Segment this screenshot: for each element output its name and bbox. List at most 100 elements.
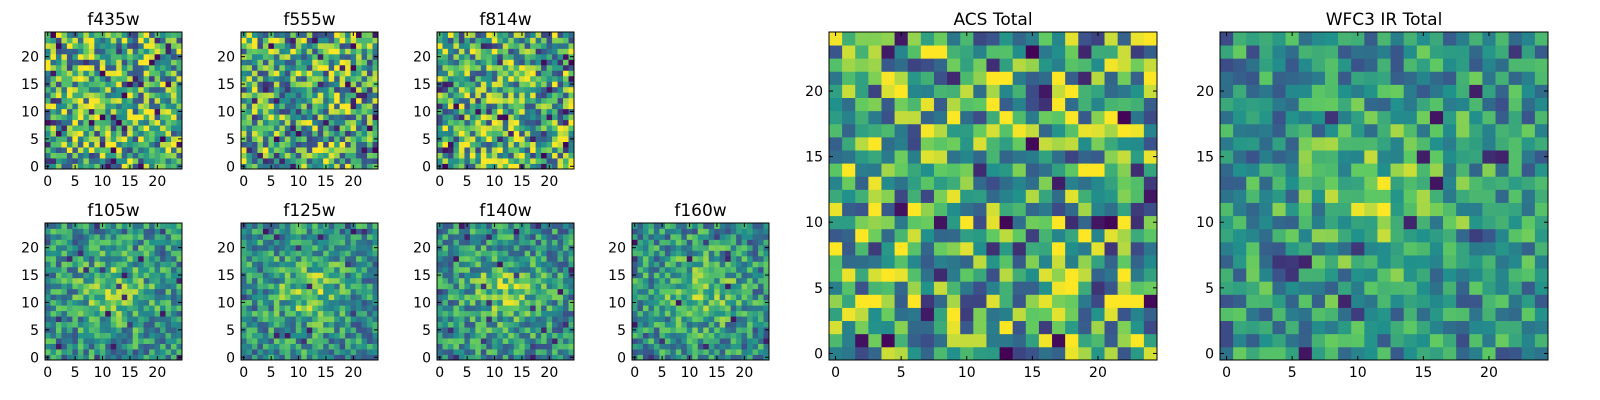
heatmap-cell xyxy=(356,228,362,235)
heatmap-cell xyxy=(686,316,693,323)
heatmap-cell xyxy=(268,305,275,312)
heatmap-cell xyxy=(907,307,922,322)
heatmap-cell xyxy=(530,316,537,323)
heatmap-cell xyxy=(246,37,253,44)
heatmap-cell xyxy=(105,81,112,88)
heatmap-cell xyxy=(306,354,313,361)
heatmap-cell xyxy=(306,305,313,312)
heatmap-cell xyxy=(268,53,275,60)
heatmap-cell xyxy=(171,283,177,290)
heatmap-cell xyxy=(149,70,155,77)
heatmap-cell xyxy=(829,268,843,282)
heatmap-cell xyxy=(99,277,106,284)
heatmap-cell xyxy=(312,349,319,355)
heatmap-cell xyxy=(552,70,558,77)
heatmap-cell xyxy=(632,239,638,246)
heatmap-cell xyxy=(1078,176,1092,190)
heatmap-cell xyxy=(541,343,547,350)
heatmap-cell xyxy=(681,255,688,262)
heatmap-cell xyxy=(251,81,258,88)
heatmap-cell xyxy=(61,147,68,153)
heatmap-cell xyxy=(110,119,117,126)
heatmap-cell xyxy=(334,37,341,44)
heatmap-cell xyxy=(273,163,280,170)
heatmap-cell xyxy=(171,239,177,246)
heatmap-cell xyxy=(486,75,493,82)
heatmap-cell xyxy=(557,233,564,240)
heatmap-cell xyxy=(752,299,759,306)
heatmap-cell xyxy=(475,299,482,306)
heatmap-cell xyxy=(295,316,302,323)
heatmap-cell xyxy=(306,81,313,88)
heatmap-cell xyxy=(323,37,330,44)
heatmap-cell xyxy=(328,147,335,153)
heatmap-cell xyxy=(920,150,935,164)
heatmap-cell xyxy=(55,136,62,142)
heatmap-cell xyxy=(268,152,275,159)
heatmap-cell xyxy=(947,215,961,230)
heatmap-cell xyxy=(458,37,465,44)
heatmap-cell xyxy=(1038,320,1053,335)
heatmap-cell xyxy=(868,346,882,361)
heatmap-cell xyxy=(502,130,509,137)
heatmap-cell xyxy=(361,48,368,55)
heatmap-cell xyxy=(442,70,449,77)
heatmap-cell xyxy=(116,255,123,262)
heatmap-cell xyxy=(262,81,269,88)
heatmap-cell xyxy=(72,158,79,164)
heatmap-cell xyxy=(306,130,313,137)
heatmap-cell xyxy=(725,239,732,246)
heatmap-cell xyxy=(999,202,1014,217)
heatmap-cell xyxy=(55,354,62,361)
heatmap-cell xyxy=(257,37,264,44)
heatmap-cell xyxy=(714,338,721,344)
heatmap-cell xyxy=(741,228,748,235)
heatmap-cell xyxy=(121,130,128,137)
heatmap-cell xyxy=(480,255,487,262)
heatmap-cell xyxy=(143,239,150,246)
heatmap-cell xyxy=(697,228,704,235)
heatmap-cell xyxy=(714,266,721,273)
heatmap-cell xyxy=(653,327,660,333)
heatmap-cell xyxy=(475,349,482,355)
heatmap-cell xyxy=(350,125,357,132)
heatmap-cell xyxy=(154,283,161,290)
heatmap-cell xyxy=(290,327,297,333)
heatmap-cell xyxy=(648,321,655,328)
heatmap-cell xyxy=(171,294,177,301)
heatmap-cell xyxy=(284,233,291,240)
heatmap-cell xyxy=(323,147,330,153)
heatmap-cell xyxy=(241,228,247,235)
heatmap-cell xyxy=(563,354,569,361)
heatmap-cell xyxy=(127,277,134,284)
heatmap-cell xyxy=(752,255,759,262)
heatmap-cell xyxy=(437,266,443,273)
heatmap-cell xyxy=(323,108,330,115)
heatmap-cell xyxy=(653,310,660,317)
heatmap-cell xyxy=(508,321,515,328)
heatmap-cell xyxy=(339,266,346,273)
heatmap-cell xyxy=(262,64,269,71)
heatmap-cell xyxy=(171,299,177,306)
heatmap-cell xyxy=(350,136,357,142)
heatmap-cell xyxy=(160,228,166,235)
heatmap-cell xyxy=(541,321,547,328)
heatmap-cell xyxy=(83,299,90,306)
heatmap-cell xyxy=(453,266,460,273)
heatmap-cell xyxy=(508,81,515,88)
heatmap-cell xyxy=(350,277,357,284)
heatmap-cell xyxy=(1091,215,1105,230)
heatmap-cell xyxy=(143,108,150,115)
heatmap-cell xyxy=(350,316,357,323)
heatmap-cell xyxy=(703,316,710,323)
heatmap-cell xyxy=(77,277,84,284)
heatmap-cell xyxy=(480,48,487,55)
heatmap-cell xyxy=(301,294,308,301)
heatmap-cell xyxy=(464,288,471,295)
heatmap-cell xyxy=(497,119,504,126)
heatmap-cell xyxy=(149,141,155,148)
heatmap-cell xyxy=(486,244,493,251)
heatmap-cell xyxy=(714,272,721,279)
heatmap-cell xyxy=(491,299,498,306)
heatmap-cell xyxy=(312,152,319,159)
